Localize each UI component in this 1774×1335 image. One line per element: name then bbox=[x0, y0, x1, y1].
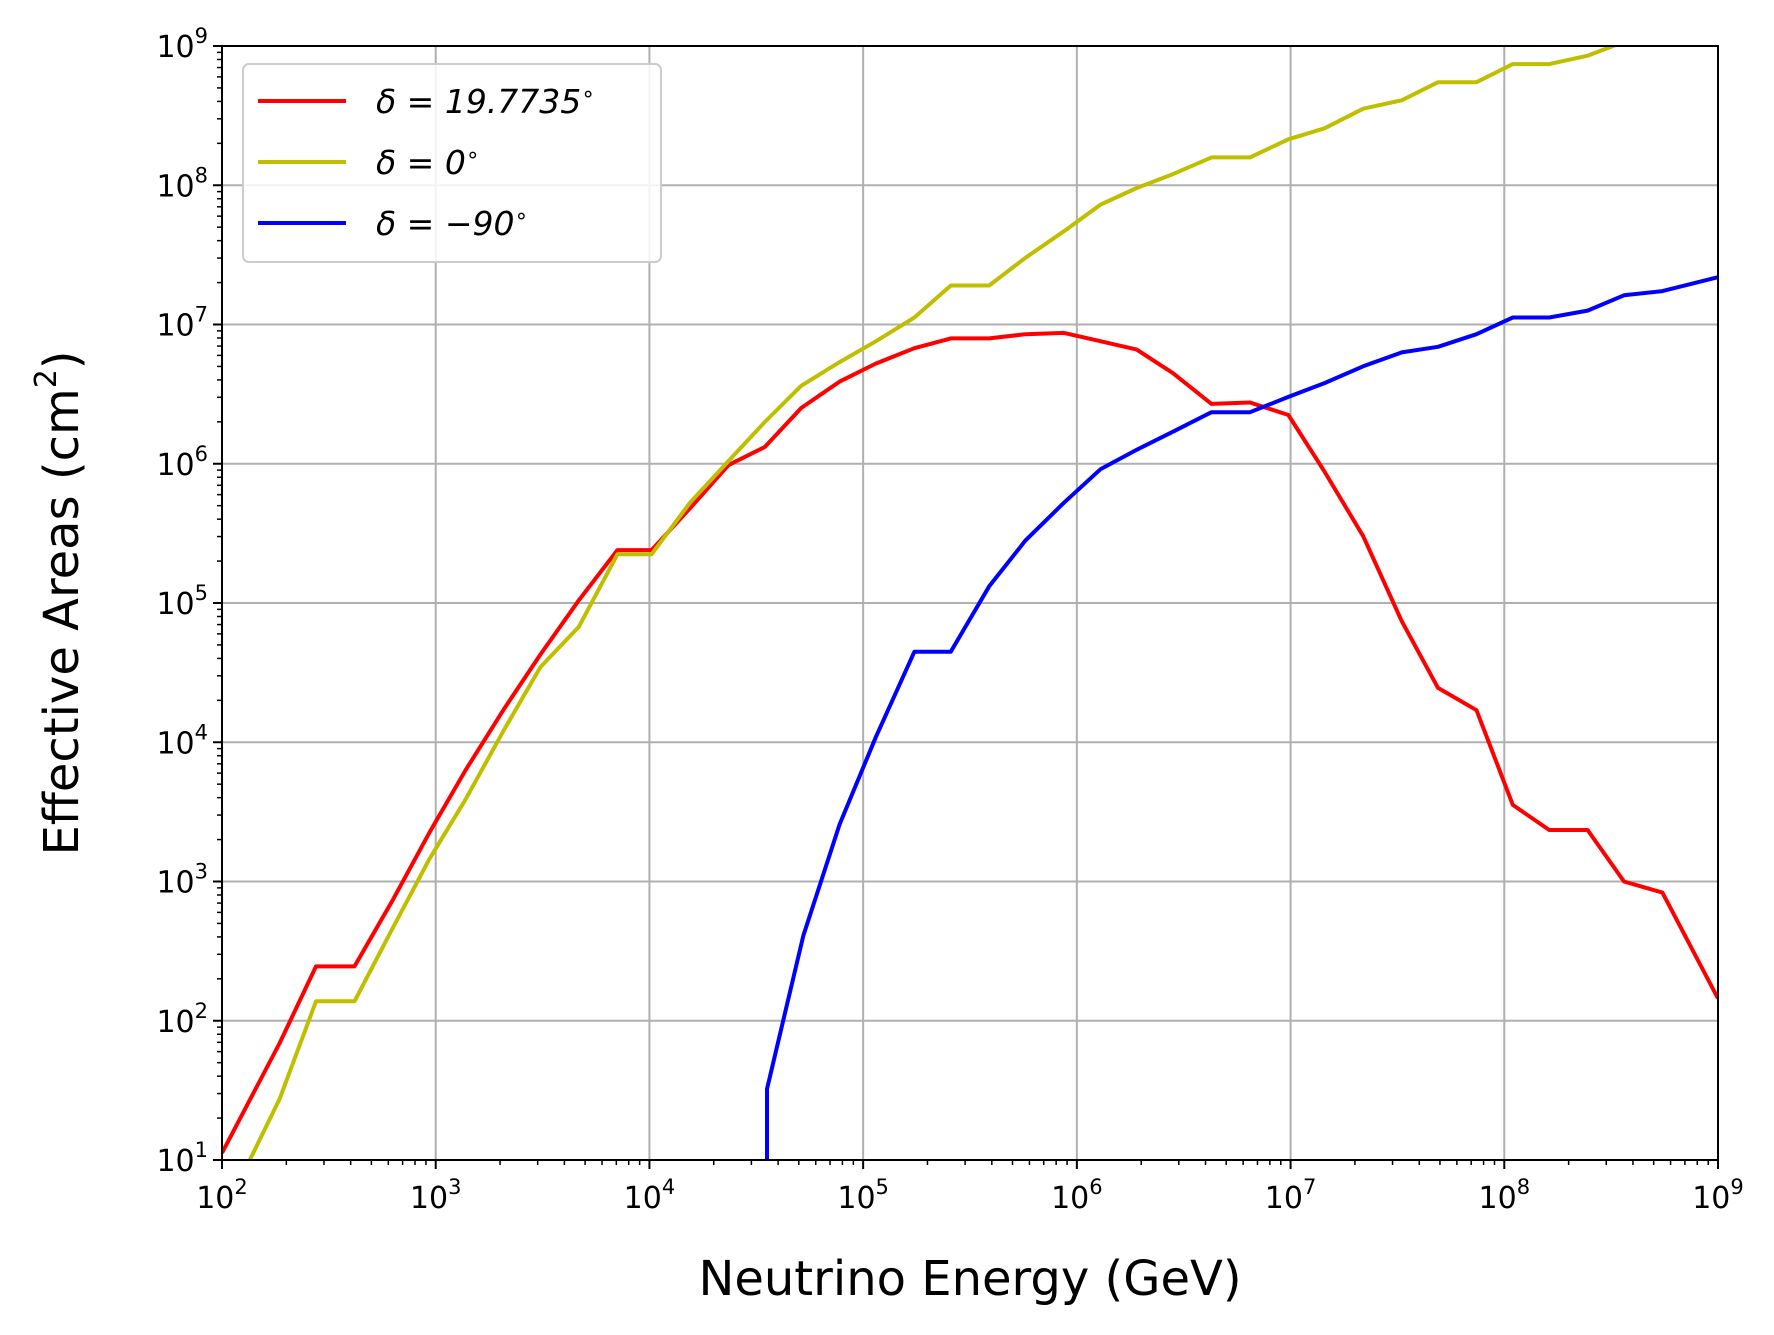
x-tick-label: 102 bbox=[196, 1175, 248, 1216]
y-axis-title-text: Effective Areas (cm bbox=[34, 388, 90, 855]
legend-label-degree: ∘ bbox=[466, 143, 480, 168]
y-tick-label: 106 bbox=[156, 442, 208, 483]
x-tick-exponent: 8 bbox=[1517, 1175, 1530, 1199]
x-tick-base: 10 bbox=[1051, 1181, 1089, 1216]
y-tick-base: 10 bbox=[156, 587, 194, 622]
y-tick-exponent: 1 bbox=[195, 1138, 208, 1162]
x-tick-exponent: 5 bbox=[876, 1175, 889, 1199]
y-tick-base: 10 bbox=[156, 448, 194, 483]
x-tick-exponent: 3 bbox=[448, 1175, 461, 1199]
x-tick-base: 10 bbox=[1265, 1181, 1303, 1216]
y-tick-exponent: 4 bbox=[195, 720, 208, 744]
y-tick-label: 103 bbox=[156, 860, 208, 901]
x-tick-label: 104 bbox=[624, 1175, 676, 1216]
y-tick-base: 10 bbox=[156, 169, 194, 204]
series-line-1 bbox=[222, 330, 1718, 1154]
y-tick-exponent: 2 bbox=[195, 999, 208, 1023]
x-tick-base: 10 bbox=[196, 1181, 234, 1216]
x-tick-label: 109 bbox=[1692, 1175, 1744, 1216]
axis-labels: Neutrino Energy (GeV) Effective Areas (c… bbox=[29, 350, 1242, 1307]
series-lines bbox=[222, 46, 1718, 1160]
x-tick-exponent: 6 bbox=[1089, 1175, 1102, 1199]
y-tick-base: 10 bbox=[156, 1144, 194, 1179]
x-tick-label: 107 bbox=[1265, 1175, 1317, 1216]
x-tick-label: 105 bbox=[837, 1175, 889, 1216]
legend-label-1: δ = 19.7735∘ bbox=[376, 82, 595, 121]
y-tick-exponent: 5 bbox=[195, 581, 208, 605]
y-tick-label: 108 bbox=[156, 163, 208, 204]
y-tick-label: 109 bbox=[156, 24, 208, 65]
y-tick-label: 107 bbox=[156, 303, 208, 344]
x-tick-base: 10 bbox=[1692, 1181, 1730, 1216]
y-tick-base: 10 bbox=[156, 1005, 194, 1040]
y-tick-base: 10 bbox=[156, 866, 194, 901]
y-tick-label: 105 bbox=[156, 581, 208, 622]
legend-label-degree: ∘ bbox=[581, 82, 595, 107]
y-axis-title-exponent: 2 bbox=[29, 369, 64, 388]
x-tick-base: 10 bbox=[1479, 1181, 1517, 1216]
y-tick-exponent: 3 bbox=[195, 860, 208, 884]
legend-label-main: δ = −90 bbox=[376, 204, 514, 243]
legend: δ = 19.7735∘δ = 0∘δ = −90∘ bbox=[242, 63, 662, 263]
y-tick-exponent: 8 bbox=[195, 163, 208, 187]
y-tick-exponent: 9 bbox=[195, 24, 208, 48]
x-tick-label: 106 bbox=[1051, 1175, 1103, 1216]
legend-label-3: δ = −90∘ bbox=[376, 204, 528, 243]
x-axis-title: Neutrino Energy (GeV) bbox=[698, 1251, 1241, 1307]
x-tick-label: 108 bbox=[1479, 1175, 1531, 1216]
legend-label-2: δ = 0∘ bbox=[376, 143, 480, 182]
x-tick-label: 103 bbox=[410, 1175, 462, 1216]
y-tick-base: 10 bbox=[156, 309, 194, 344]
legend-box bbox=[242, 63, 662, 263]
y-axis-title: Effective Areas (cm2) bbox=[29, 350, 90, 855]
x-tick-exponent: 2 bbox=[234, 1175, 247, 1199]
x-tick-base: 10 bbox=[624, 1181, 662, 1216]
legend-label-degree: ∘ bbox=[514, 204, 528, 229]
legend-label-main: δ = 19.7735 bbox=[376, 82, 581, 121]
y-tick-base: 10 bbox=[156, 726, 194, 761]
x-tick-base: 10 bbox=[837, 1181, 875, 1216]
series-line-3 bbox=[765, 275, 1718, 1160]
y-tick-base: 10 bbox=[156, 30, 194, 65]
y-tick-label: 102 bbox=[156, 999, 208, 1040]
legend-label-main: δ = 0 bbox=[376, 143, 466, 182]
y-tick-exponent: 6 bbox=[195, 442, 208, 466]
x-tick-exponent: 4 bbox=[662, 1175, 675, 1199]
series-line-2 bbox=[248, 46, 1619, 1160]
x-tick-exponent: 9 bbox=[1730, 1175, 1743, 1199]
y-tick-label: 104 bbox=[156, 720, 208, 761]
y-tick-label: 101 bbox=[156, 1138, 208, 1179]
y-axis-title-close: ) bbox=[34, 350, 90, 369]
x-tick-base: 10 bbox=[410, 1181, 448, 1216]
y-tick-exponent: 7 bbox=[195, 303, 208, 327]
x-tick-exponent: 7 bbox=[1303, 1175, 1316, 1199]
axis-ticks: 102 103 104 105 106 107 108 1091011021031041051… bbox=[156, 24, 1743, 1216]
